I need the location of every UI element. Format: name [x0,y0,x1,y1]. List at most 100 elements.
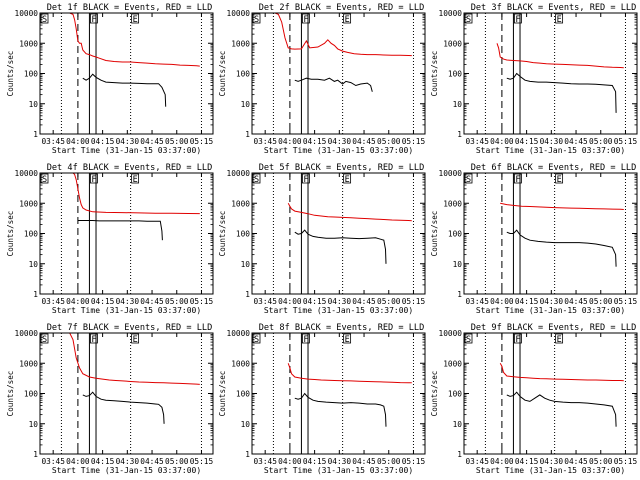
marker-label-text: E [557,335,562,345]
event-markers [272,13,414,134]
marker-label-s: S [252,333,261,345]
x-tick-label: 03:45 [41,137,65,146]
x-tick-label: 04:00 [278,297,302,306]
y-tick-label: 100 [236,230,250,239]
x-tick-label: 04:45 [564,297,588,306]
marker-label-text: S [466,335,471,345]
marker-label-box [40,173,49,184]
x-tick-label: 04:30 [540,457,564,466]
marker-label-text: S [42,175,47,185]
y-tick-label: 1000 [231,359,250,368]
marker-label-f: F [514,13,522,25]
x-axis-label: Start Time (31-Jan-15 03:37:00) [476,466,625,475]
marker-label-text: E [345,175,350,185]
event-markers [272,173,414,294]
x-tick-label: 04:15 [515,137,539,146]
y-tick-label: 10 [29,260,39,269]
marker-label-s: S [464,13,473,25]
events-series-line [506,229,617,267]
event-markers [484,333,626,454]
plot-frame [251,12,426,135]
x-tick-label: 04:30 [328,137,352,146]
y-tick-label: 1 [245,290,250,299]
marker-label-text: E [557,15,562,25]
y-axis-label: Counts/sec [218,51,227,97]
chart-title: Det 4f BLACK = Events, RED = LLD [47,163,213,173]
marker-label-e: E [555,13,564,25]
marker-label-box [464,173,473,184]
marker-label-e: E [343,13,352,25]
x-tick-label: 04:00 [490,137,514,146]
y-tick-label: 10 [241,260,251,269]
marker-label-text: F [91,335,96,345]
marker-label-box [40,333,49,344]
y-tick-label: 10 [453,420,463,429]
x-tick-label: 04:45 [352,297,376,306]
chart-title: Det 6f BLACK = Events, RED = LLD [471,163,637,173]
marker-label-box [343,13,352,24]
lld-series-line [69,333,200,385]
events-series-line [506,72,617,113]
marker-label-e: E [131,13,140,25]
x-tick-label: 04:30 [116,137,140,146]
y-tick-label: 1 [33,450,38,459]
marker-label-s: S [252,13,261,25]
lld-series-line [63,13,200,67]
x-tick-label: 03:45 [253,457,277,466]
marker-label-box [302,173,310,184]
x-axis-label: Start Time (31-Jan-15 03:37:00) [476,146,625,155]
y-tick-label: 1000 [231,39,250,48]
x-tick-label: 04:00 [66,457,90,466]
marker-label-box [343,173,352,184]
marker-label-text: E [133,175,138,185]
x-tick-label: 04:00 [66,137,90,146]
marker-label-box [555,333,564,344]
y-tick-label: 10000 [15,169,39,178]
x-tick-label: 04:15 [515,297,539,306]
marker-label-box [302,13,310,24]
plot-frame [463,332,638,455]
y-tick-label: 100 [24,70,38,79]
x-tick-label: 03:45 [465,297,489,306]
x-axis-label: Start Time (31-Jan-15 03:37:00) [52,466,201,475]
marker-label-box [514,173,522,184]
lld-series-line [500,202,624,210]
marker-label-box [90,333,98,344]
x-tick-label: 04:30 [116,457,140,466]
x-axis-label: Start Time (31-Jan-15 03:37:00) [476,306,625,315]
marker-label-text: F [303,15,308,25]
events-series-line [506,391,617,427]
marker-label-text: F [515,335,520,345]
lld-series-line [287,363,412,384]
marker-label-box [90,173,98,184]
y-tick-label: 10 [241,100,251,109]
x-axis-label: Start Time (31-Jan-15 03:37:00) [52,146,201,155]
y-tick-label: 10000 [439,169,463,178]
lld-series-line [499,363,624,382]
x-tick-label: 04:45 [564,457,588,466]
marker-label-box [343,333,352,344]
marker-label-text: E [133,15,138,25]
y-tick-label: 1 [457,290,462,299]
x-tick-label: 05:00 [165,297,189,306]
marker-label-box [131,333,140,344]
marker-label-box [252,333,261,344]
marker-label-s: S [40,333,49,345]
x-tick-label: 04:15 [91,457,115,466]
marker-label-box [131,13,140,24]
plot-frame [463,12,638,135]
y-tick-label: 100 [24,390,38,399]
chart-title: Det 3f BLACK = Events, RED = LLD [471,3,637,13]
marker-label-text: S [466,15,471,25]
chart-title: Det 2f BLACK = Events, RED = LLD [259,3,425,13]
x-tick-label: 05:15 [402,457,426,466]
y-tick-label: 1000 [19,39,38,48]
event-markers [60,333,202,454]
marker-label-f: F [514,173,522,185]
x-tick-label: 04:30 [328,457,352,466]
x-tick-label: 04:30 [540,137,564,146]
